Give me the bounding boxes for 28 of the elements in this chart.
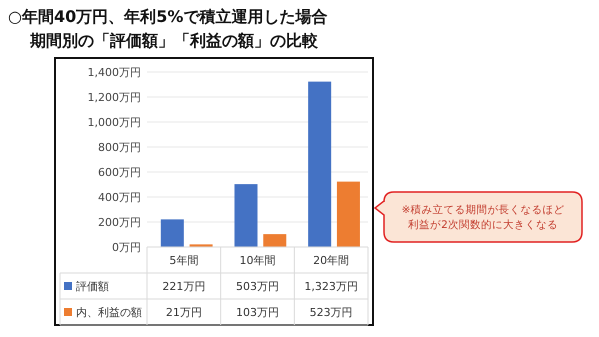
bar bbox=[160, 219, 184, 247]
data-label: 21万円 bbox=[166, 306, 202, 319]
bar bbox=[263, 234, 286, 247]
y-tick-label: 1,000万円 bbox=[88, 116, 141, 129]
chart-subtitle: 期間別の「評価額」「利益の額」の比較 bbox=[29, 31, 319, 50]
bar bbox=[308, 82, 332, 247]
text: ※積み立てる期間が長くなるほど bbox=[402, 203, 564, 216]
x-tick-label: 10年間 bbox=[240, 254, 276, 267]
legend-label: 評価額 bbox=[76, 280, 109, 293]
y-tick-label: 400万円 bbox=[98, 190, 141, 204]
y-tick-label: 1,200万円 bbox=[88, 90, 141, 104]
text: 利益が2次関数的に大きくなる bbox=[408, 218, 558, 232]
x-tick-label: 20年間 bbox=[313, 254, 350, 267]
y-tick-label: 600万円 bbox=[98, 166, 141, 179]
x-tick-label: 5年間 bbox=[169, 254, 198, 267]
data-label: 103万円 bbox=[236, 306, 279, 319]
data-label: 1,323万円 bbox=[304, 280, 358, 293]
bar bbox=[234, 184, 258, 247]
data-label: 523万円 bbox=[310, 306, 353, 319]
y-tick-label: 0万円 bbox=[112, 240, 141, 254]
y-tick-label: 800万円 bbox=[98, 140, 141, 154]
y-tick-label: 200万円 bbox=[98, 216, 141, 229]
legend-label: 内、利益の額 bbox=[76, 306, 142, 319]
data-label: 503万円 bbox=[236, 280, 279, 293]
y-tick-label: 1,400万円 bbox=[88, 66, 141, 79]
data-label: 221万円 bbox=[162, 280, 206, 293]
chart-title: ○年間40万円、年利5%で積立運用した場合 bbox=[8, 7, 328, 26]
bar bbox=[336, 182, 360, 247]
